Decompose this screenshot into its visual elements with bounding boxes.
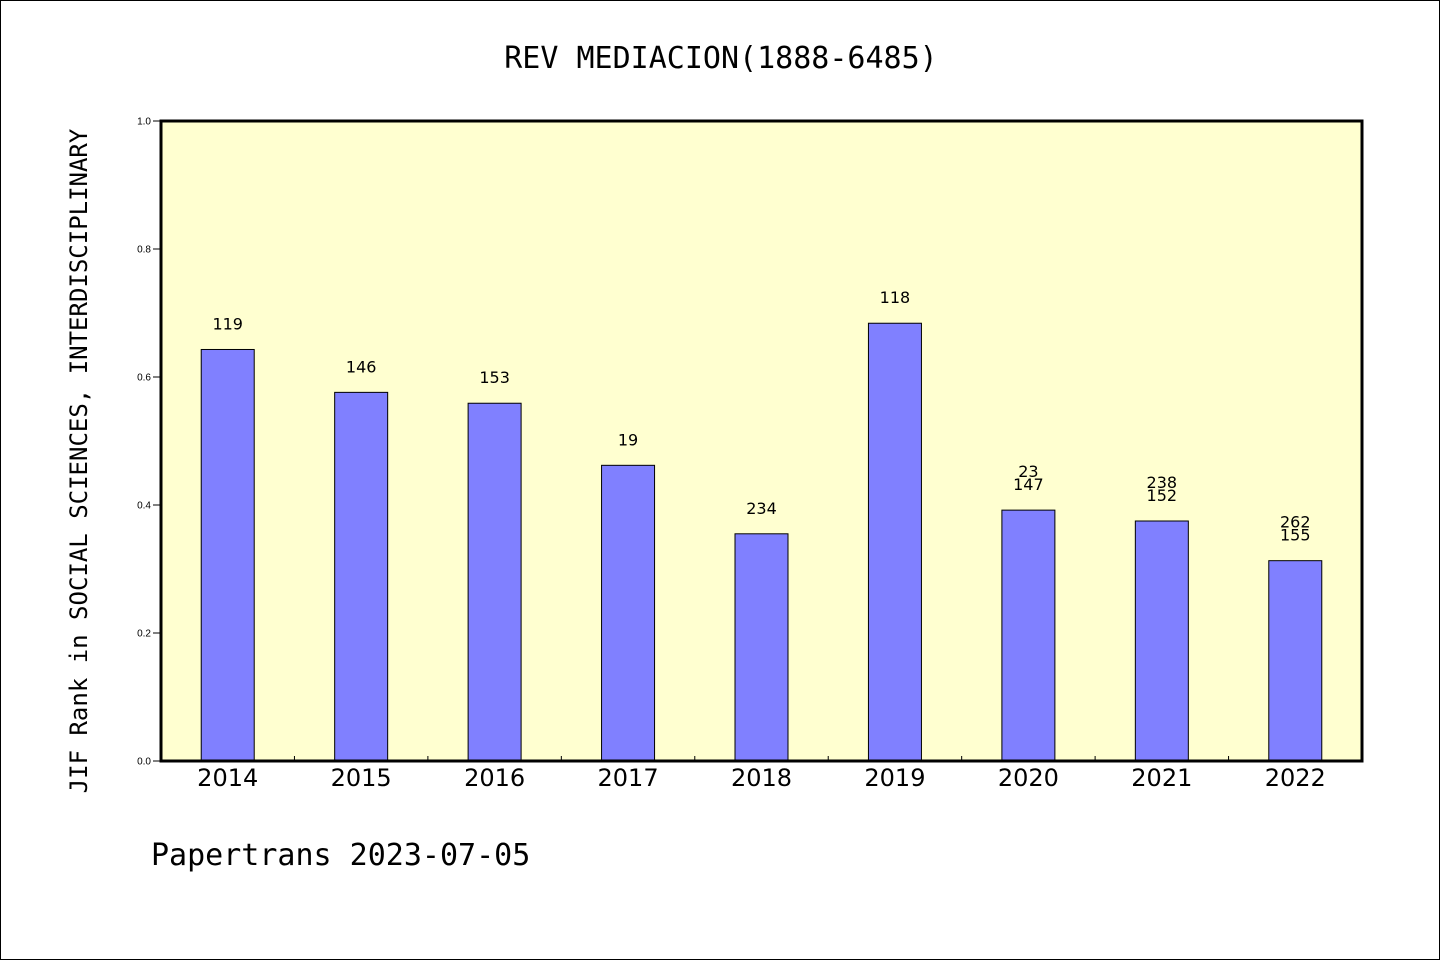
bar-value-label: 238: [1147, 473, 1178, 492]
y-tick-label: 0.6: [137, 373, 151, 384]
bar-2014: [200, 348, 255, 762]
chart-title: REV MEDIACION(1888-6485): [504, 41, 937, 76]
y-tick-label: 0.0: [137, 757, 151, 768]
bar-2019: [867, 322, 922, 762]
x-tick-label: 2022: [1265, 764, 1326, 792]
y-tick-label: 0.2: [137, 629, 151, 640]
plot-border: [159, 119, 1364, 763]
bar-value-label: 23: [1018, 462, 1038, 481]
x-tick-label: 2020: [998, 764, 1059, 792]
bar-value-label: 234: [746, 499, 777, 518]
bar-2018: [734, 533, 789, 762]
bar-value-label: 19: [618, 430, 638, 449]
x-tick-label: 2016: [464, 764, 525, 792]
bar-value-label: 146: [346, 357, 377, 376]
bar-value-label: 118: [880, 288, 911, 307]
y-axis-label: JIF Rank in SOCIAL SCIENCES, INTERDISCIP…: [65, 128, 93, 793]
bar-2021: [1134, 520, 1189, 762]
x-tick-label: 2014: [197, 764, 258, 792]
x-tick-label: 2017: [598, 764, 659, 792]
bar-value-label: 153: [479, 368, 510, 387]
bar-2020: [1001, 509, 1056, 762]
bar-2017: [601, 464, 656, 762]
bar-value-label: 119: [212, 314, 243, 333]
bar-value-label: 152: [1147, 486, 1178, 505]
bar-value-label: 147: [1013, 475, 1044, 494]
bar-series: [200, 322, 1323, 762]
x-tick-label: 2015: [331, 764, 392, 792]
bar-2022: [1268, 560, 1323, 762]
x-tick-label: 2021: [1131, 764, 1192, 792]
y-axis: 0.0 0.2 0.4 0.6 0.8 1.0: [137, 117, 161, 768]
footer-text: Papertrans 2023-07-05: [151, 838, 530, 873]
y-tick-label: 1.0: [137, 117, 151, 128]
x-tick-label: 2019: [864, 764, 925, 792]
bar-2016: [467, 402, 522, 762]
bar-value-label: 262: [1280, 513, 1311, 532]
bar-value-label: 155: [1280, 526, 1311, 545]
y-tick-label: 0.8: [137, 245, 151, 256]
x-axis: 2014 2015 2016 2017 2018 2019 2020 2021 2022: [197, 756, 1326, 792]
bar-2015: [334, 391, 389, 762]
x-tick-label: 2018: [731, 764, 792, 792]
y-tick-label: 0.4: [137, 501, 151, 512]
